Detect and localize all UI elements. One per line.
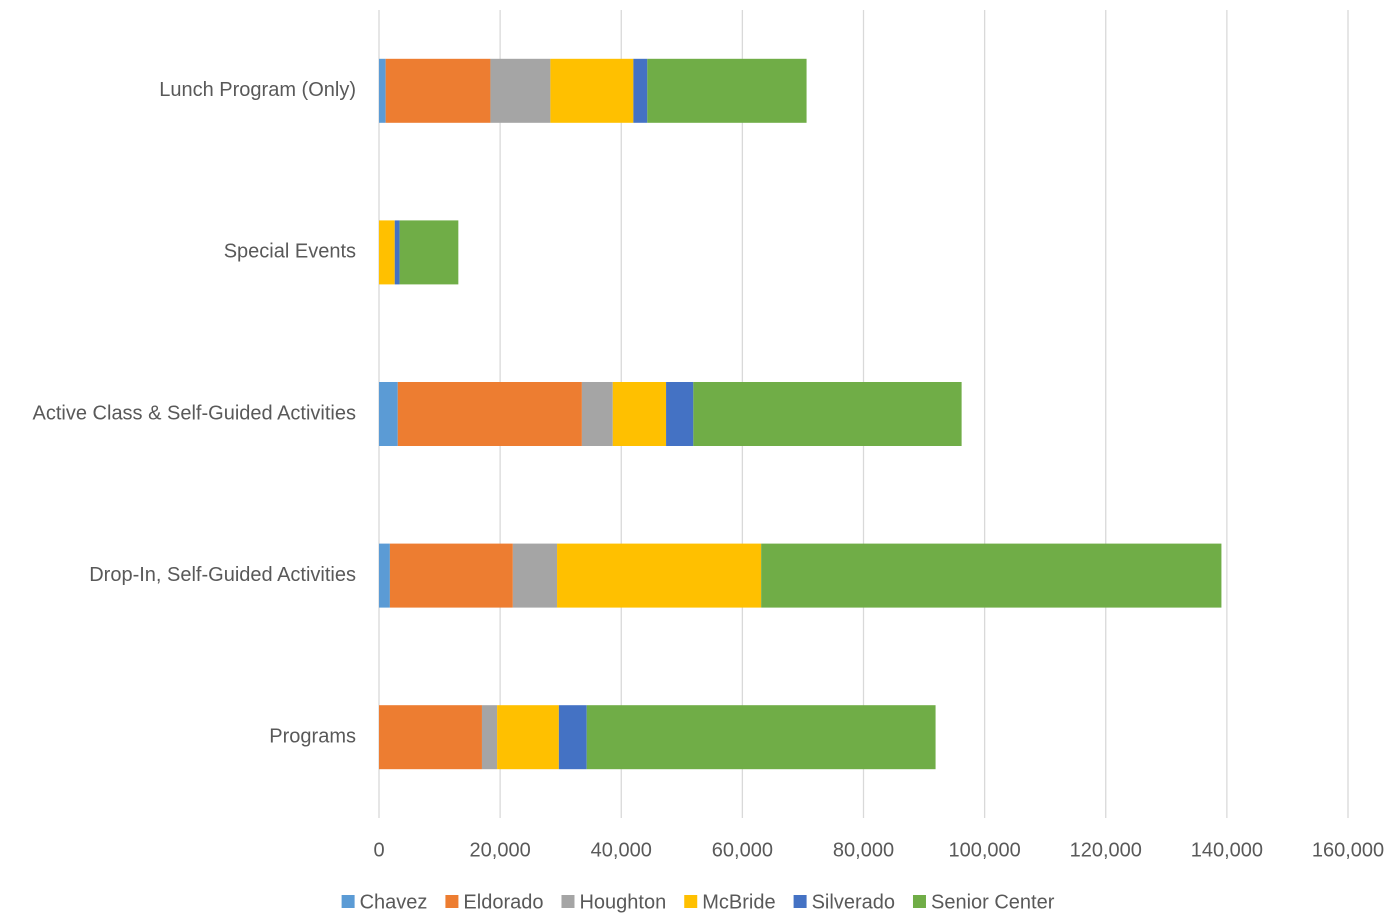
bar-segment: [512, 543, 558, 608]
bar-segment: [761, 543, 1222, 608]
legend-label: Senior Center: [931, 891, 1055, 913]
legend-label: Houghton: [579, 891, 666, 913]
x-tick-label: 0: [373, 839, 384, 861]
bar-segment: [379, 220, 395, 285]
bar-segment: [379, 58, 386, 123]
bar-segment: [497, 705, 559, 770]
bar-segment: [379, 705, 482, 770]
bar-segment: [397, 382, 582, 446]
legend-label: Silverado: [812, 891, 895, 913]
bar-segment: [633, 58, 648, 123]
y-tick-label: Active Class & Self-Guided Activities: [33, 402, 356, 424]
bar-segment: [379, 543, 390, 608]
legend-swatch: [912, 895, 926, 908]
bar-segment: [379, 382, 398, 446]
legend-label: Chavez: [360, 891, 428, 913]
bar-segment: [490, 58, 551, 123]
bar-segment: [557, 543, 762, 608]
bar-segment: [693, 382, 962, 446]
legend-swatch: [561, 895, 575, 908]
bar-segment: [666, 382, 694, 446]
x-tick-label: 100,000: [948, 839, 1020, 861]
bar-segment: [399, 220, 459, 285]
legend-swatch: [445, 895, 459, 908]
x-tick-label: 160,000: [1312, 839, 1384, 861]
bar-segment: [612, 382, 667, 446]
legend-label: Eldorado: [463, 891, 543, 913]
y-tick-label: Special Events: [224, 241, 356, 263]
bar-segment: [385, 58, 491, 123]
x-tick-label: 40,000: [591, 839, 652, 861]
x-tick-label: 120,000: [1070, 839, 1142, 861]
bar-segment: [550, 58, 634, 123]
bar-segment: [481, 705, 498, 770]
bar-segment: [389, 543, 513, 608]
bar-segment: [647, 58, 807, 123]
legend-swatch: [341, 895, 355, 908]
bar-segment: [558, 705, 587, 770]
y-tick-label: Drop-In, Self-Guided Activities: [89, 564, 356, 586]
bar-segment: [581, 382, 613, 446]
x-tick-label: 140,000: [1191, 839, 1263, 861]
legend-swatch: [793, 895, 807, 908]
x-tick-label: 60,000: [712, 839, 773, 861]
x-tick-label: 20,000: [470, 839, 531, 861]
x-tick-label: 80,000: [833, 839, 894, 861]
y-tick-label: Lunch Program (Only): [159, 79, 356, 101]
bar-segment: [394, 220, 400, 285]
y-tick-label: Programs: [269, 725, 356, 747]
legend-swatch: [684, 895, 698, 908]
bar-segment: [586, 705, 936, 770]
legend-label: McBride: [702, 891, 775, 913]
